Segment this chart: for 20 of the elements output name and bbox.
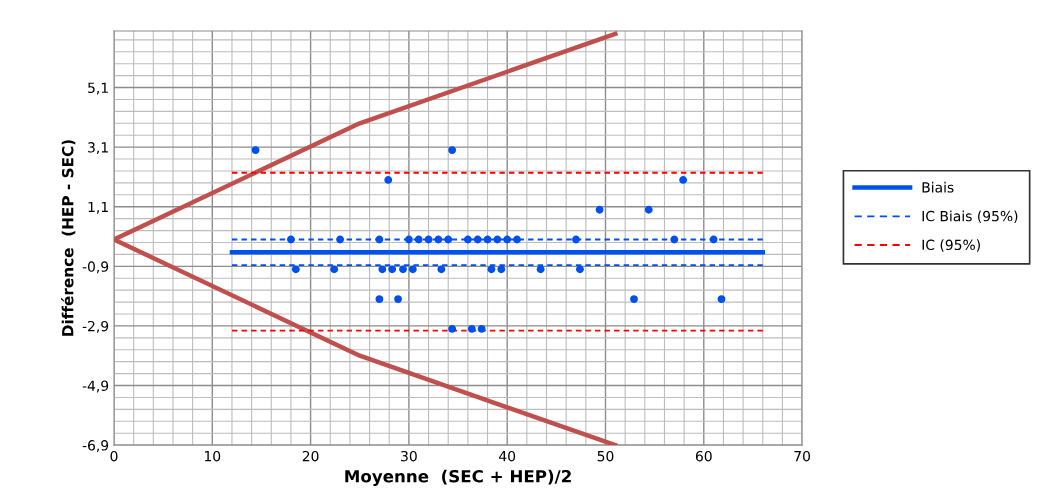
y-tick-label: 5,1 — [88, 82, 108, 95]
y-axis-title: Différence (HEP - SEC) — [61, 140, 76, 336]
x-tick-label: 50 — [597, 450, 614, 462]
y-tick-label: -2,9 — [82, 320, 109, 333]
x-tick-label: 60 — [695, 450, 712, 462]
y-tick-label: 3,1 — [88, 142, 108, 155]
x-tick-label: 70 — [794, 450, 810, 462]
y-tick-label: -4,9 — [82, 380, 109, 393]
x-tick-label: 40 — [499, 450, 516, 462]
x-tick-label: 20 — [302, 450, 319, 462]
legend-label: Biais — [922, 181, 954, 193]
x-tick-label: 10 — [204, 450, 221, 462]
legend-label: IC Biais (95%) — [922, 210, 1018, 223]
y-tick-label: 1,1 — [88, 201, 108, 214]
y-tick-label: -0,9 — [82, 261, 109, 274]
x-tick-label: 30 — [401, 450, 417, 462]
x-axis-title: Moyenne (SEC + HEP)/2 — [345, 469, 571, 486]
legend-label: IC (95%) — [922, 239, 980, 252]
x-tick-label: 0 — [110, 450, 118, 462]
y-tick-label: -6,9 — [82, 440, 109, 452]
